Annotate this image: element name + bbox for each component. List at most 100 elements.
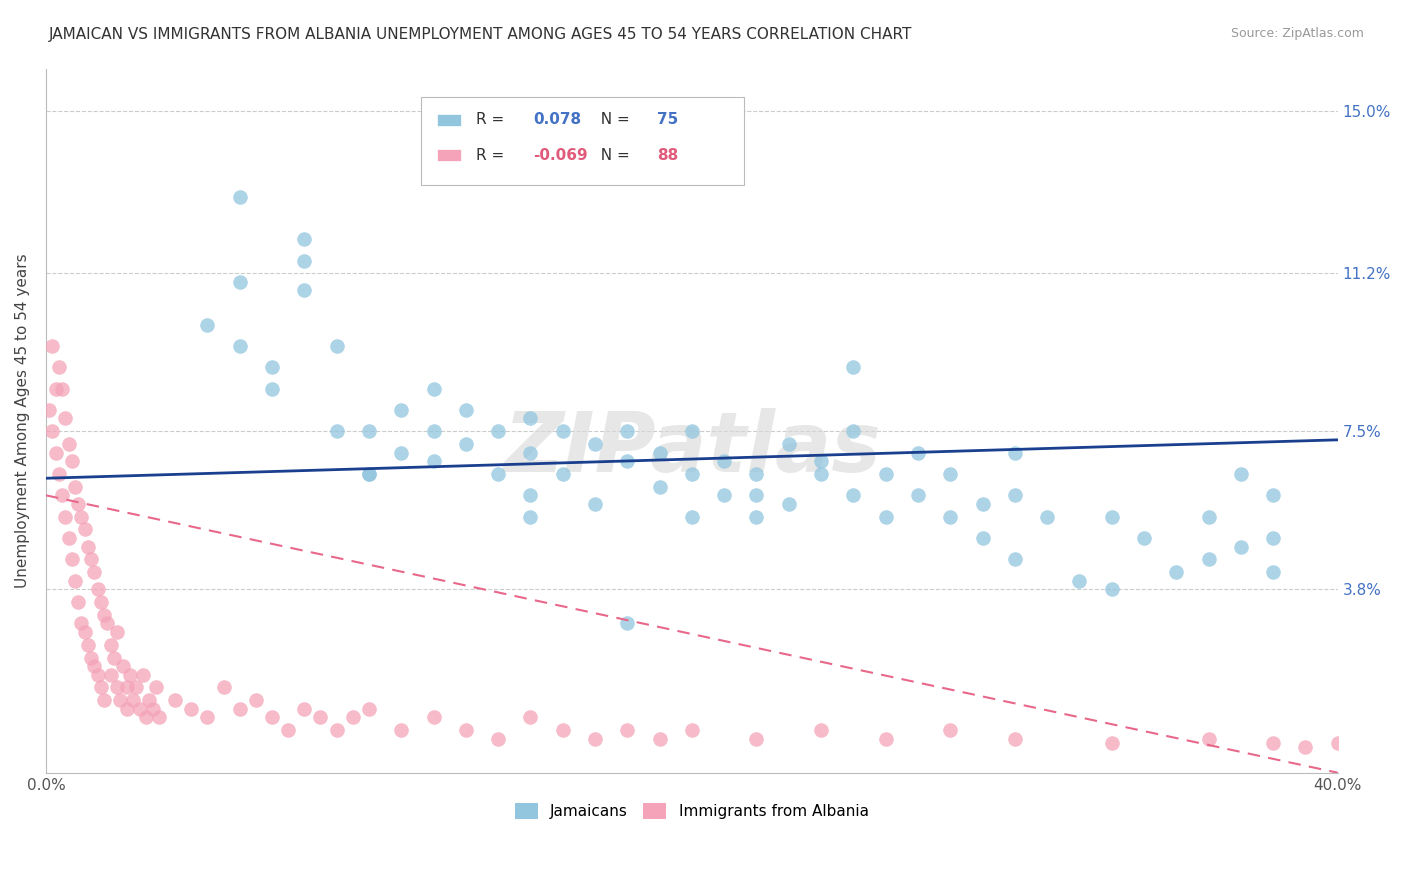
Point: [486, 425, 509, 439]
Point: [583, 497, 606, 511]
Point: [105, 624, 128, 639]
Point: [100, 638, 122, 652]
FancyBboxPatch shape: [437, 149, 461, 161]
Point: [745, 467, 768, 481]
FancyBboxPatch shape: [420, 96, 744, 185]
Point: [100, 667, 122, 681]
Point: [810, 723, 832, 737]
Point: [93, 693, 115, 707]
Text: N =: N =: [591, 148, 634, 162]
Point: [67, 595, 90, 609]
Point: [45, 445, 67, 459]
Point: [125, 681, 148, 695]
Point: [1069, 574, 1091, 588]
Point: [132, 667, 155, 681]
Point: [197, 318, 219, 332]
Point: [58, 531, 80, 545]
Point: [422, 710, 444, 724]
Point: [1101, 582, 1123, 597]
Point: [115, 702, 138, 716]
Text: R =: R =: [477, 112, 509, 128]
Point: [292, 232, 315, 246]
Text: Source: ZipAtlas.com: Source: ZipAtlas.com: [1230, 27, 1364, 40]
Point: [141, 702, 163, 716]
Point: [810, 467, 832, 481]
Point: [260, 710, 283, 724]
Point: [212, 681, 235, 695]
Point: [648, 731, 671, 746]
Point: [519, 488, 541, 502]
FancyBboxPatch shape: [437, 113, 461, 127]
Point: [67, 497, 90, 511]
Point: [1004, 488, 1026, 502]
Point: [681, 723, 703, 737]
Point: [551, 425, 574, 439]
Point: [122, 693, 145, 707]
Point: [1198, 552, 1220, 566]
Point: [1294, 740, 1316, 755]
Point: [80, 650, 103, 665]
Point: [875, 509, 897, 524]
Point: [103, 650, 125, 665]
Point: [77, 638, 100, 652]
Point: [454, 723, 477, 737]
Point: [616, 616, 638, 631]
Point: [1326, 736, 1348, 750]
Point: [342, 710, 364, 724]
Point: [1198, 731, 1220, 746]
Point: [145, 681, 167, 695]
Point: [583, 731, 606, 746]
Point: [422, 454, 444, 468]
Point: [277, 723, 299, 737]
Point: [389, 403, 412, 417]
Point: [63, 574, 86, 588]
Point: [1263, 736, 1285, 750]
Point: [51, 382, 73, 396]
Point: [325, 723, 347, 737]
Point: [486, 731, 509, 746]
Point: [1263, 565, 1285, 579]
Point: [972, 497, 994, 511]
Point: [83, 565, 105, 579]
Point: [939, 509, 962, 524]
Point: [551, 467, 574, 481]
Point: [745, 488, 768, 502]
Point: [229, 339, 252, 353]
Point: [681, 467, 703, 481]
Y-axis label: Unemployment Among Ages 45 to 54 years: Unemployment Among Ages 45 to 54 years: [15, 253, 30, 588]
Point: [325, 425, 347, 439]
Text: JAMAICAN VS IMMIGRANTS FROM ALBANIA UNEMPLOYMENT AMONG AGES 45 TO 54 YEARS CORRE: JAMAICAN VS IMMIGRANTS FROM ALBANIA UNEM…: [49, 27, 912, 42]
Point: [86, 582, 108, 597]
Text: 88: 88: [657, 148, 678, 162]
Point: [357, 467, 380, 481]
Text: ZIPatlas: ZIPatlas: [503, 409, 880, 490]
Point: [357, 467, 380, 481]
Point: [778, 437, 800, 451]
Point: [135, 710, 157, 724]
Point: [583, 437, 606, 451]
Point: [842, 360, 865, 375]
Text: -0.069: -0.069: [533, 148, 588, 162]
Point: [180, 702, 202, 716]
Point: [907, 488, 929, 502]
Point: [73, 624, 96, 639]
Point: [1004, 731, 1026, 746]
Point: [972, 531, 994, 545]
Point: [45, 382, 67, 396]
Point: [58, 437, 80, 451]
Point: [70, 616, 93, 631]
Point: [357, 702, 380, 716]
Point: [48, 467, 70, 481]
Point: [105, 681, 128, 695]
Point: [616, 425, 638, 439]
Legend: Jamaicans, Immigrants from Albania: Jamaicans, Immigrants from Albania: [509, 797, 875, 825]
Point: [648, 480, 671, 494]
Point: [389, 445, 412, 459]
Point: [1263, 488, 1285, 502]
Text: 75: 75: [657, 112, 678, 128]
Point: [842, 488, 865, 502]
Point: [907, 445, 929, 459]
Point: [90, 681, 112, 695]
Point: [745, 731, 768, 746]
Point: [83, 659, 105, 673]
